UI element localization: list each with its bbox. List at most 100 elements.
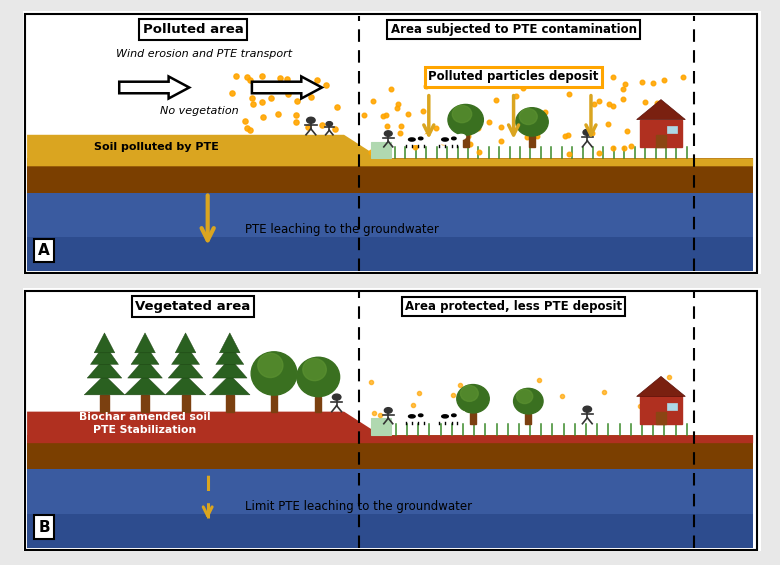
Polygon shape [636, 376, 686, 397]
Point [430, 124, 442, 133]
Polygon shape [210, 375, 250, 395]
FancyArrow shape [119, 76, 190, 98]
Point [364, 148, 377, 157]
Circle shape [307, 118, 315, 123]
Bar [529, 136, 535, 147]
Polygon shape [90, 345, 119, 364]
Point [395, 121, 407, 131]
Point [420, 81, 432, 90]
Ellipse shape [519, 108, 537, 124]
Bar [225, 395, 234, 412]
Point [603, 99, 615, 108]
Point [531, 132, 544, 141]
Point [280, 75, 292, 84]
Point [521, 133, 534, 142]
Ellipse shape [409, 138, 415, 141]
Point [302, 122, 314, 131]
Point [316, 120, 328, 129]
Point [621, 127, 633, 136]
Point [555, 392, 568, 401]
Point [495, 136, 507, 145]
Polygon shape [212, 358, 247, 378]
Polygon shape [27, 514, 753, 548]
Bar [315, 397, 321, 412]
Point [654, 375, 667, 384]
Ellipse shape [251, 352, 297, 395]
Ellipse shape [419, 137, 423, 140]
Point [509, 92, 522, 101]
Polygon shape [172, 345, 200, 364]
Point [634, 402, 647, 411]
Bar [101, 395, 108, 412]
Polygon shape [636, 99, 686, 120]
Ellipse shape [516, 389, 533, 403]
Point [282, 89, 294, 98]
Text: A: A [38, 243, 50, 258]
Bar [667, 403, 677, 410]
Polygon shape [87, 358, 122, 378]
Point [291, 96, 303, 105]
Point [526, 125, 538, 134]
Bar [141, 395, 149, 412]
Text: Vegetated area: Vegetated area [135, 300, 250, 313]
Circle shape [385, 131, 392, 136]
Circle shape [583, 129, 591, 136]
Polygon shape [128, 358, 162, 378]
Ellipse shape [409, 415, 415, 418]
Ellipse shape [402, 136, 426, 145]
Point [563, 89, 576, 98]
Bar [470, 413, 476, 424]
Text: Area protected, less PTE deposit: Area protected, less PTE deposit [405, 300, 622, 313]
Point [289, 118, 302, 127]
Point [538, 108, 551, 117]
Circle shape [385, 408, 392, 413]
Point [459, 78, 472, 87]
Circle shape [583, 406, 591, 412]
Circle shape [326, 121, 332, 126]
Ellipse shape [435, 412, 459, 421]
Ellipse shape [441, 415, 448, 418]
Point [472, 124, 484, 133]
Point [367, 96, 379, 105]
Point [463, 140, 476, 149]
Point [417, 106, 429, 115]
Point [646, 108, 658, 117]
Ellipse shape [457, 134, 466, 140]
Point [358, 111, 370, 120]
Polygon shape [131, 345, 159, 364]
Point [516, 83, 529, 92]
Text: PTE leaching to the groundwater: PTE leaching to the groundwater [245, 223, 438, 236]
Point [437, 137, 449, 146]
Point [290, 110, 303, 119]
Ellipse shape [452, 414, 456, 416]
Point [533, 375, 545, 384]
Point [618, 144, 630, 153]
Text: Biochar amended soil
PTE Stabilization: Biochar amended soil PTE Stabilization [80, 412, 211, 434]
Polygon shape [219, 333, 240, 353]
Point [593, 148, 605, 157]
Polygon shape [176, 333, 196, 353]
Ellipse shape [457, 385, 489, 413]
Point [409, 142, 421, 151]
Point [636, 77, 649, 86]
Point [649, 416, 661, 425]
Point [407, 401, 420, 410]
Polygon shape [125, 375, 165, 395]
Bar [667, 126, 677, 133]
Point [532, 125, 544, 134]
Point [445, 133, 457, 142]
Bar [370, 142, 392, 158]
Point [607, 73, 619, 82]
Point [651, 99, 663, 108]
Polygon shape [27, 166, 753, 193]
Bar [463, 136, 469, 147]
Polygon shape [135, 333, 155, 353]
Point [606, 144, 619, 153]
Point [328, 125, 341, 134]
Point [381, 121, 393, 131]
Point [244, 75, 257, 84]
Point [230, 72, 243, 81]
Point [265, 93, 278, 102]
Bar [370, 419, 392, 435]
Point [639, 98, 651, 107]
